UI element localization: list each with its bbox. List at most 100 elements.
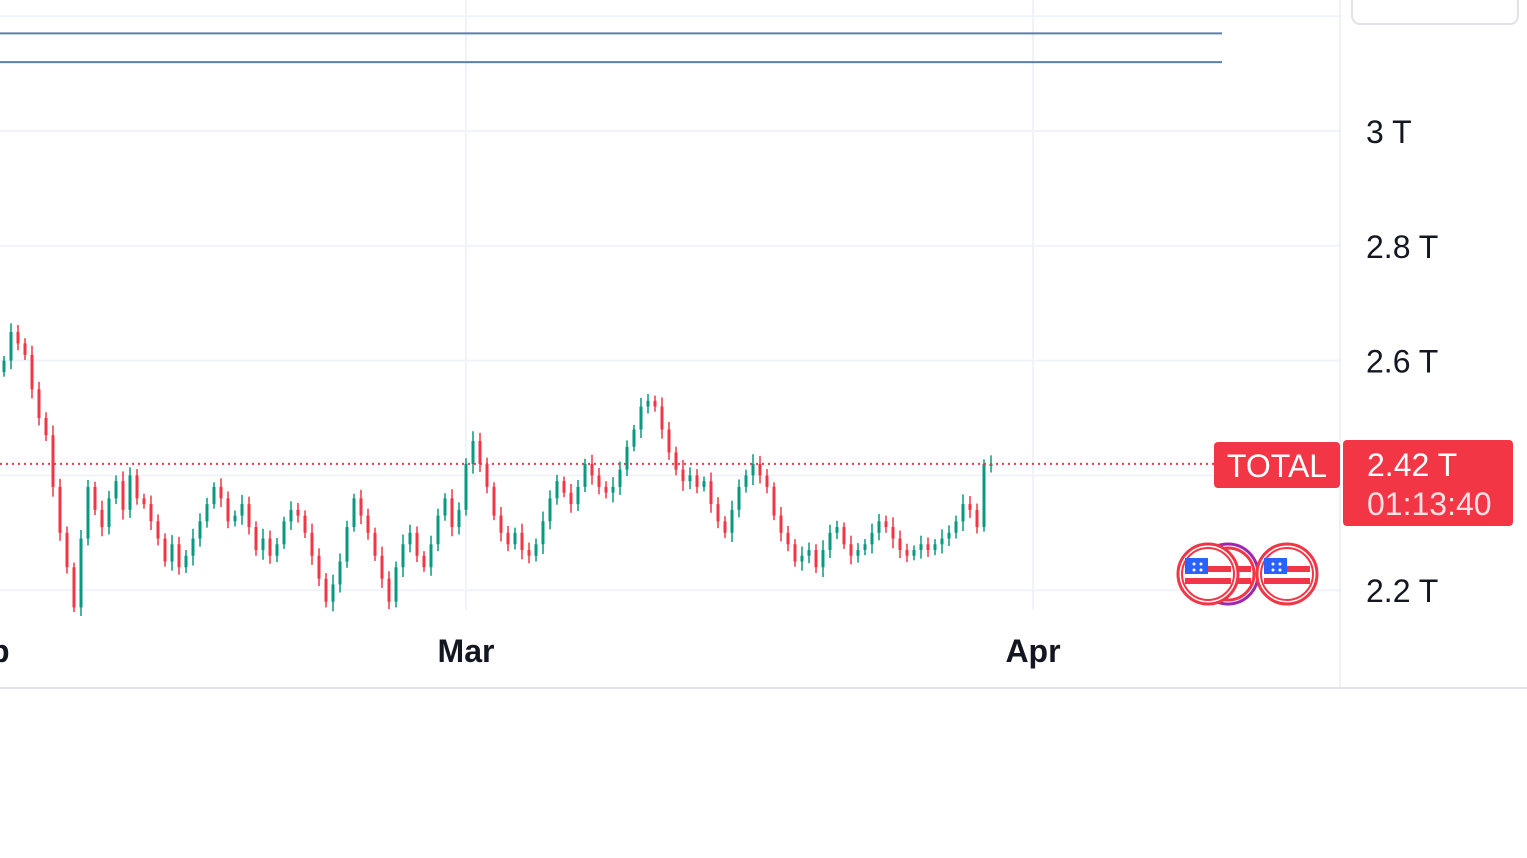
candle-body bbox=[576, 486, 580, 505]
candle-body bbox=[373, 532, 377, 556]
candle-body bbox=[296, 509, 300, 516]
candle-body bbox=[107, 498, 111, 528]
candle-body bbox=[933, 544, 937, 551]
candle-body bbox=[135, 475, 139, 499]
candle-body bbox=[674, 452, 678, 470]
candle-body bbox=[429, 544, 433, 568]
candle-body bbox=[219, 486, 223, 499]
candle-body bbox=[303, 515, 307, 533]
candlestick-series bbox=[2, 323, 993, 617]
candle-body bbox=[975, 509, 979, 528]
candle-body bbox=[275, 544, 279, 556]
time-axis-label: Apr bbox=[1005, 633, 1060, 669]
candle-body bbox=[37, 389, 41, 418]
candle-body bbox=[457, 509, 461, 528]
candle-body bbox=[772, 486, 776, 516]
symbol-badge[interactable]: TOTAL bbox=[1214, 442, 1340, 488]
us-flag-icon[interactable] bbox=[1176, 542, 1240, 606]
candle-body bbox=[681, 469, 685, 482]
bar-countdown: 01:13:40 bbox=[1367, 486, 1492, 522]
candle-body bbox=[450, 498, 454, 528]
candle-body bbox=[702, 481, 706, 487]
candle-body bbox=[149, 504, 153, 522]
candle-body bbox=[387, 578, 391, 602]
candle-body bbox=[730, 509, 734, 533]
candle-body bbox=[646, 400, 650, 407]
time-axis-label: Mar bbox=[438, 633, 495, 669]
candle-body bbox=[884, 521, 888, 528]
candle-body bbox=[828, 532, 832, 551]
candle-body bbox=[569, 492, 573, 505]
candle-body bbox=[870, 532, 874, 545]
candle-body bbox=[485, 463, 489, 487]
candle-body bbox=[16, 331, 20, 344]
candle-body bbox=[58, 486, 62, 533]
candle-body bbox=[408, 532, 412, 545]
candle-body bbox=[758, 463, 762, 476]
candle-body bbox=[310, 532, 314, 556]
price-axis-label: 2.8 T bbox=[1366, 229, 1438, 265]
price-axis-label: 2.6 T bbox=[1366, 344, 1438, 380]
candle-body bbox=[44, 418, 48, 436]
candle-body bbox=[940, 538, 944, 545]
candle-body bbox=[695, 475, 699, 487]
candle-body bbox=[541, 521, 545, 545]
candle-body bbox=[2, 360, 6, 373]
candle-body bbox=[422, 555, 426, 568]
candle-body bbox=[184, 555, 188, 568]
candle-body bbox=[177, 544, 181, 568]
candle-body bbox=[905, 550, 909, 556]
candle-body bbox=[912, 550, 916, 556]
candle-body bbox=[436, 515, 440, 545]
candle-body bbox=[345, 527, 349, 562]
economic-events[interactable] bbox=[1176, 542, 1319, 606]
candle-body bbox=[499, 515, 503, 533]
scale-currency-box[interactable] bbox=[1351, 0, 1519, 25]
candle-body bbox=[765, 475, 769, 487]
candle-body bbox=[359, 498, 363, 516]
candle-body bbox=[604, 486, 608, 493]
candle-body bbox=[667, 429, 671, 453]
candle-body bbox=[198, 521, 202, 539]
candle-body bbox=[30, 354, 34, 390]
candle-body bbox=[478, 440, 482, 464]
candle-body bbox=[779, 515, 783, 533]
price-axis-labels: 3 T 2.8 T 2.6 T 2.2 T bbox=[1366, 114, 1438, 609]
candle-body bbox=[723, 521, 727, 533]
candle-body bbox=[751, 463, 755, 476]
candle-body bbox=[380, 555, 384, 579]
candle-body bbox=[142, 498, 146, 505]
candle-body bbox=[527, 550, 531, 556]
candle-body bbox=[331, 584, 335, 602]
us-flag-icon[interactable] bbox=[1255, 542, 1319, 606]
candle-body bbox=[562, 481, 566, 493]
candle-body bbox=[688, 475, 692, 482]
candle-body bbox=[625, 446, 629, 470]
candle-body bbox=[170, 544, 174, 562]
candle-body bbox=[821, 550, 825, 568]
candle-body bbox=[632, 429, 636, 447]
symbol-badge-bg bbox=[1214, 442, 1340, 488]
price-axis-label: 2.2 T bbox=[1366, 573, 1438, 609]
candle-body bbox=[443, 498, 447, 516]
candle-body bbox=[611, 486, 615, 493]
candle-body bbox=[191, 538, 195, 556]
candle-body bbox=[590, 463, 594, 476]
candle-body bbox=[856, 550, 860, 556]
candle-body bbox=[639, 406, 643, 430]
candle-body bbox=[520, 532, 524, 551]
candle-body bbox=[156, 521, 160, 539]
candle-body bbox=[863, 544, 867, 551]
candle-body bbox=[79, 538, 83, 608]
candle-body bbox=[240, 504, 244, 516]
candle-body bbox=[212, 486, 216, 505]
candle-body bbox=[324, 578, 328, 602]
candle-body bbox=[492, 486, 496, 516]
candle-body bbox=[660, 406, 664, 430]
candle-body bbox=[128, 475, 132, 510]
reference-lines bbox=[0, 32, 1222, 64]
candle-body bbox=[793, 544, 797, 562]
candle-body bbox=[877, 521, 881, 533]
candle-body bbox=[205, 504, 209, 522]
